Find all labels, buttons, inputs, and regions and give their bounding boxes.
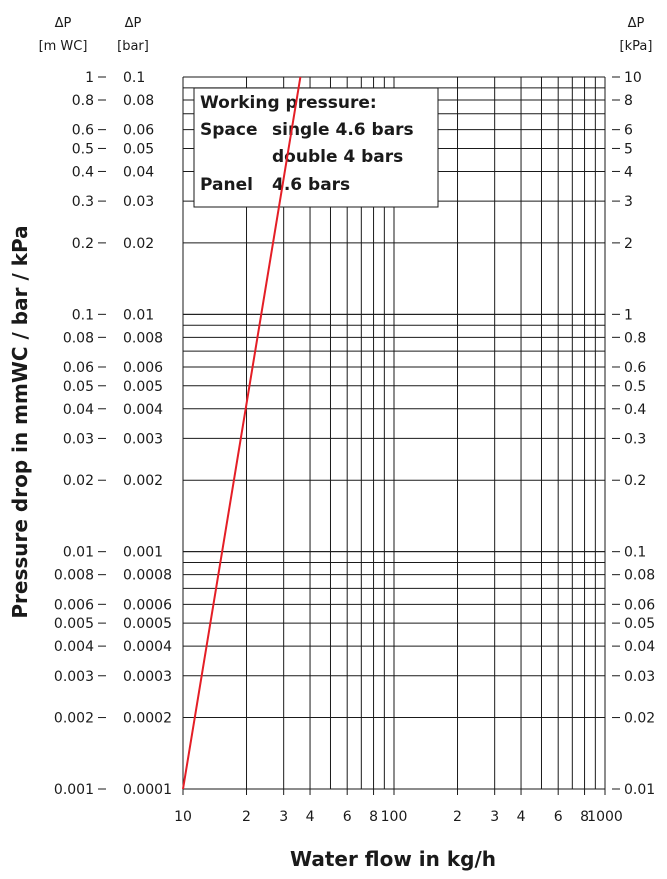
x-tick-label: 3 (279, 809, 288, 825)
y-tick-label: 0.08 (63, 330, 94, 346)
y-tick-label: 0.0001 (123, 782, 172, 798)
x-tick-label: 1000 (587, 809, 623, 825)
annotation-value: single 4.6 bars (272, 120, 414, 140)
y-axis-unit: [m WC] (39, 39, 88, 54)
y-tick-label: 0.5 (624, 379, 646, 395)
y-tick-label: 0.05 (63, 379, 94, 395)
y-tick-label: 0.0003 (123, 669, 172, 685)
y-tick-label: 0.03 (63, 431, 94, 447)
y-tick-label: 0.004 (54, 639, 94, 655)
y-tick-label: 0.0008 (123, 568, 172, 584)
y-tick-label: 0.0006 (123, 597, 172, 613)
x-tick-label: 100 (381, 809, 408, 825)
y-tick-label: 0.001 (123, 545, 163, 561)
y-tick-label: 1 (624, 307, 633, 323)
x-tick-label: 6 (343, 809, 352, 825)
y-tick-label: 0.01 (123, 307, 154, 323)
y-axis-unit-symbol: ΔP (55, 16, 72, 31)
y-tick-label: 0.04 (123, 164, 154, 180)
x-tick-label: 2 (242, 809, 251, 825)
y-tick-label: 2 (624, 236, 633, 252)
y-tick-label: 0.008 (54, 568, 94, 584)
y-tick-label: 0.008 (123, 330, 163, 346)
x-axis-label: Water flow in kg/h (290, 847, 496, 871)
series-line (182, 76, 302, 790)
y-tick-label: 0.003 (123, 431, 163, 447)
y-tick-label: 0.01 (624, 782, 655, 798)
y-tick-label: 0.02 (123, 236, 154, 252)
y-tick-label: 1 (85, 70, 94, 86)
y-tick-label: 0.08 (123, 93, 154, 109)
y-tick-label: 0.04 (63, 402, 94, 418)
y-axis-unit-symbol: ΔP (125, 16, 142, 31)
annotation-label: Space (200, 120, 258, 140)
y-tick-label: 0.001 (54, 782, 94, 798)
y-axis-unit: [kPa] (620, 39, 653, 54)
y-tick-label: 0.01 (63, 545, 94, 561)
y-axis-unit-symbol: ΔP (628, 16, 645, 31)
x-tick-label: 4 (517, 809, 526, 825)
series-layer (182, 76, 302, 790)
y-tick-label: 0.005 (54, 616, 94, 632)
y-tick-label: 0.1 (624, 545, 646, 561)
y-tick-label: 0.2 (624, 473, 646, 489)
y-tick-label: 0.02 (624, 711, 655, 727)
y-tick-label: 0.06 (123, 123, 154, 139)
x-tick-label: 8 (580, 809, 589, 825)
y-tick-label: 0.08 (624, 568, 655, 584)
y-tick-label: 0.8 (72, 93, 94, 109)
y-tick-label: 0.05 (624, 616, 655, 632)
y-tick-label: 0.002 (54, 711, 94, 727)
y-tick-label: 10 (624, 70, 642, 86)
y-tick-label: 0.0002 (123, 711, 172, 727)
y-tick-label: 0.2 (72, 236, 94, 252)
x-tick-label: 10 (174, 809, 192, 825)
y-tick-label: 0.05 (123, 141, 154, 157)
y-tick-label: 5 (624, 141, 633, 157)
y-tick-label: 0.03 (123, 194, 154, 210)
y-tick-label: 0.002 (123, 473, 163, 489)
y-tick-label: 0.06 (624, 597, 655, 613)
y-axis-label: Pressure drop in mmWC / bar / kPa (8, 225, 32, 618)
annotation-label: Panel (200, 175, 253, 195)
y-tick-label: 0.04 (624, 639, 655, 655)
y-tick-label: 0.0005 (123, 616, 172, 632)
y-axis-unit: [bar] (117, 39, 149, 54)
y-tick-label: 0.004 (123, 402, 163, 418)
x-tick-label: 3 (490, 809, 499, 825)
y-tick-label: 0.4 (624, 402, 646, 418)
y-tick-label: 0.02 (63, 473, 94, 489)
y-tick-label: 8 (624, 93, 633, 109)
y-tick-label: 0.03 (624, 669, 655, 685)
y-tick-label: 0.0004 (123, 639, 172, 655)
x-tick-label: 4 (306, 809, 315, 825)
y-tick-label: 0.4 (72, 164, 94, 180)
annotation-box (193, 87, 439, 208)
y-tick-label: 6 (624, 123, 633, 139)
y-tick-label: 0.006 (123, 360, 163, 376)
y-tick-label: 0.6 (72, 123, 94, 139)
annotation-text: Working pressure: Space single 4.6 bars dou… (200, 93, 414, 195)
y-tick-label: 0.1 (123, 70, 145, 86)
x-tick-label: 6 (554, 809, 563, 825)
annotation-line: Working pressure: (200, 93, 377, 113)
y-tick-label: 3 (624, 194, 633, 210)
y-tick-label: 0.6 (624, 360, 646, 376)
annotation-value: 4.6 bars (272, 175, 350, 195)
y-tick-label: 0.3 (624, 431, 646, 447)
y-tick-label: 0.06 (63, 360, 94, 376)
y-tick-label: 0.8 (624, 330, 646, 346)
y-tick-label: 0.3 (72, 194, 94, 210)
annotation-value: double 4 bars (272, 147, 403, 167)
y-tick-label: 0.005 (123, 379, 163, 395)
y-tick-label: 0.006 (54, 597, 94, 613)
y-tick-label: 0.1 (72, 307, 94, 323)
y-tick-label: 0.5 (72, 141, 94, 157)
y-tick-label: 4 (624, 164, 633, 180)
x-tick-label: 2 (453, 809, 462, 825)
y-tick-label: 0.003 (54, 669, 94, 685)
x-tick-label: 8 (369, 809, 378, 825)
